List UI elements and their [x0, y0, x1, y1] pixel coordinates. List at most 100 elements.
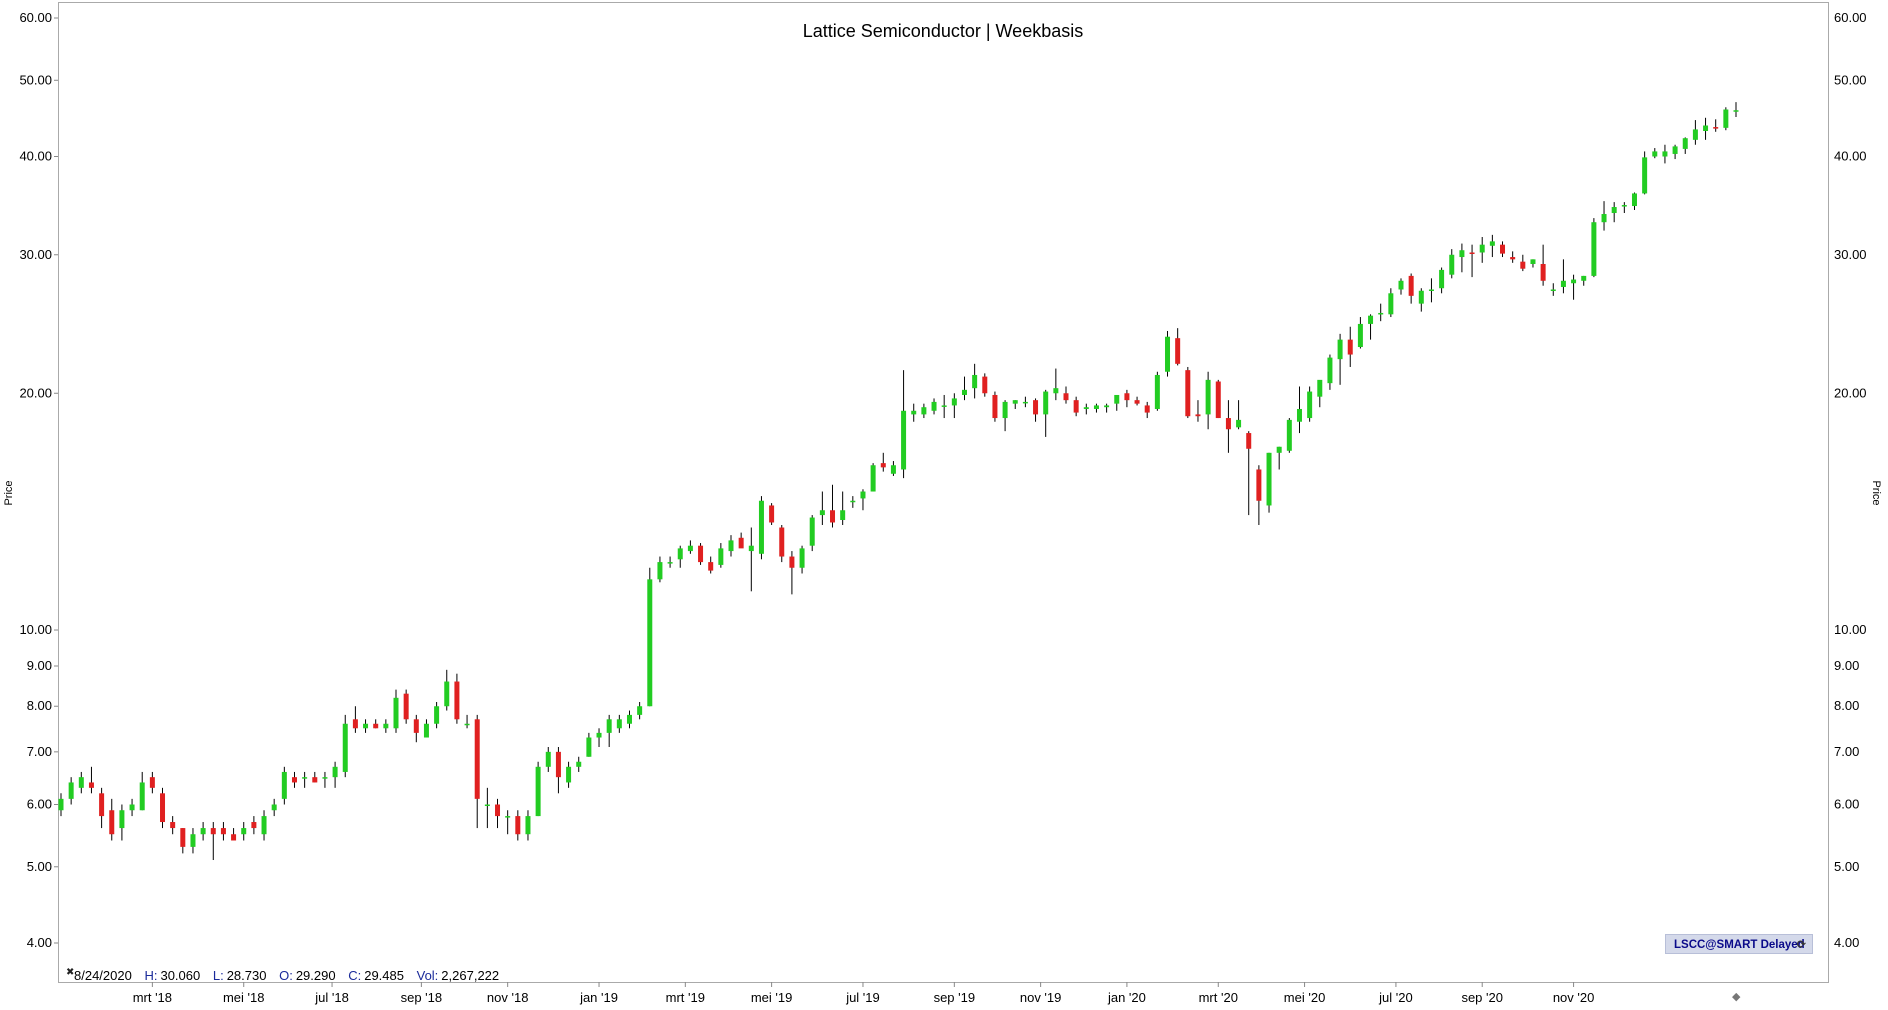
candle	[566, 761, 572, 788]
info-date: 8/24/2020	[74, 968, 132, 983]
candle-body	[139, 782, 145, 811]
candle-body	[1591, 222, 1597, 276]
y-tick-label-right: 20.00	[1834, 385, 1867, 400]
candle-body	[1307, 391, 1313, 419]
candle	[505, 810, 511, 835]
candle-body	[1114, 394, 1120, 404]
y-axis-label-left: Price	[3, 480, 15, 505]
info-low: 28.730	[226, 968, 267, 983]
candle	[1337, 333, 1343, 385]
candle-body	[1682, 138, 1688, 149]
candle-body	[281, 771, 287, 799]
x-tick-label: nov '19	[1020, 990, 1062, 1005]
candle	[444, 669, 450, 711]
candle	[1124, 389, 1130, 408]
candle	[210, 822, 216, 861]
x-axis-ticks: mrt '18 mei '18 jul '18 sep '18 nov '18 jan '…	[133, 982, 1594, 1005]
candle	[1053, 368, 1059, 401]
candle-body	[738, 537, 744, 549]
candle-body	[1662, 151, 1668, 157]
scroll-marker-icon[interactable]: ◆	[1732, 991, 1741, 1003]
x-tick-label: mrt '18	[133, 990, 172, 1005]
candle	[251, 816, 257, 835]
candle	[484, 787, 490, 829]
candle	[474, 714, 480, 829]
candle-body	[972, 374, 978, 389]
data-source-badge[interactable]: LSCC@SMART Delayed ⟳	[1665, 934, 1813, 954]
candle-body	[1337, 339, 1343, 360]
x-tick-label: jul '20	[1378, 990, 1413, 1005]
candle	[1368, 314, 1374, 340]
candle	[129, 798, 135, 817]
candle-body	[1469, 252, 1475, 254]
candle	[728, 535, 734, 557]
candle	[1347, 326, 1353, 367]
candle-body	[1296, 408, 1302, 422]
candle-body	[1256, 469, 1262, 501]
candle-body	[911, 410, 917, 415]
candle	[1165, 330, 1171, 377]
y-tick-label-left: 5.00	[27, 859, 52, 874]
candle	[1682, 137, 1688, 154]
candle-body	[1124, 393, 1130, 401]
candle	[1286, 418, 1292, 453]
candle	[1540, 244, 1546, 286]
candle	[423, 719, 429, 738]
candle-body	[596, 732, 602, 738]
candle	[271, 798, 277, 817]
y-tick-label-right: 40.00	[1834, 148, 1867, 163]
candle	[1611, 202, 1617, 223]
candle-body	[1530, 259, 1536, 264]
candle-body	[231, 834, 237, 841]
candle	[1246, 431, 1252, 516]
candle-body	[332, 766, 338, 778]
candle	[1449, 249, 1455, 279]
crosshair-icon: ✖	[66, 967, 75, 978]
candle-body	[606, 719, 612, 733]
candle-body	[890, 465, 896, 474]
candle	[1489, 234, 1495, 258]
candle-body	[870, 465, 876, 492]
candle-body	[1276, 446, 1282, 453]
candle	[1083, 403, 1089, 415]
candle-body	[1317, 379, 1323, 397]
candle	[1530, 259, 1536, 268]
candle-body	[1601, 214, 1607, 223]
candle	[109, 798, 115, 841]
candle	[1723, 107, 1729, 131]
candle	[1012, 400, 1018, 409]
candle	[1713, 119, 1719, 132]
x-tick-label: jul '19	[845, 990, 880, 1005]
candle-body	[1378, 312, 1384, 315]
candle	[1063, 386, 1069, 404]
candle	[1672, 144, 1678, 160]
candle-body	[1540, 263, 1546, 281]
candle	[99, 787, 105, 829]
candle-body	[495, 804, 501, 817]
candle	[992, 391, 998, 422]
y-tick-label-left: 4.00	[27, 935, 52, 950]
candle	[1357, 317, 1363, 349]
candle	[789, 551, 795, 595]
refresh-icon: ⟳	[1796, 939, 1806, 951]
candle	[1591, 218, 1597, 278]
candle	[677, 545, 683, 568]
candle	[1114, 394, 1120, 411]
candle-body	[830, 510, 836, 523]
candle	[880, 452, 886, 472]
candle-body	[1459, 250, 1465, 258]
candle	[1439, 267, 1445, 294]
candle	[515, 810, 521, 841]
candle	[1175, 328, 1181, 366]
candle	[1104, 403, 1110, 413]
candle	[1296, 386, 1302, 434]
candle	[1500, 241, 1506, 258]
info-high-label: H:	[144, 968, 158, 983]
info-vol-label: Vol:	[416, 968, 439, 983]
candle	[606, 714, 612, 748]
candle-body	[1510, 257, 1516, 260]
candle-body	[799, 548, 805, 568]
candle	[901, 370, 907, 479]
candle-body	[241, 828, 247, 835]
candle	[718, 543, 724, 568]
